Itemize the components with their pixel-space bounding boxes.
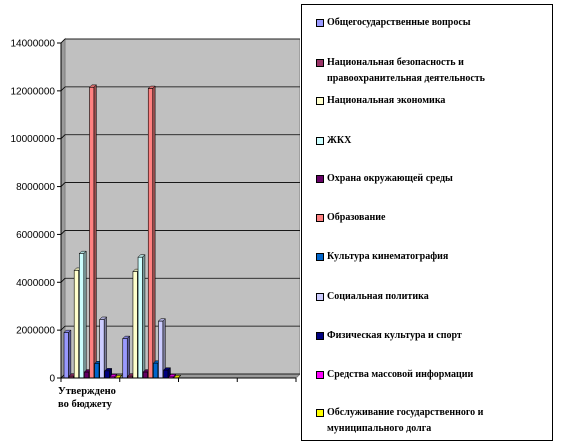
y-tick-label: 8000000 — [16, 182, 55, 193]
legend-label: Общегосударственные вопросы — [327, 17, 471, 28]
legend-label: Обслуживание государственного и муниципа… — [327, 407, 484, 434]
bar-chart: 0 2000000 4000000 6000000 8000000 10000000 120… — [11, 37, 300, 410]
plot-area — [59, 37, 300, 380]
bar — [137, 254, 146, 379]
legend-label: Культура кинематография — [327, 251, 449, 262]
bar — [88, 84, 98, 379]
y-tick-label: 12000000 — [11, 86, 56, 97]
legend-swatch — [316, 293, 324, 301]
legend-item: Обслуживание государственного и муниципа… — [316, 405, 546, 437]
legend-item: Национальная экономика — [316, 93, 546, 109]
legend-item: Национальная безопасность и правоохранит… — [316, 55, 546, 87]
y-tick-label: 4000000 — [16, 278, 55, 289]
legend-item: Охрана окружающей среды — [316, 171, 546, 187]
legend-swatch — [316, 371, 324, 379]
legend-swatch — [316, 175, 324, 183]
bar — [122, 335, 131, 379]
legend-swatch — [316, 19, 324, 27]
legend-label: Социальная политика — [327, 291, 429, 302]
y-tick-label: 14000000 — [11, 39, 56, 50]
legend-label: ЖКХ — [327, 135, 352, 146]
legend: Общегосударственные вопросы Национальная … — [301, 4, 553, 441]
bar — [147, 85, 156, 379]
legend-label: Национальная безопасность и правоохранит… — [327, 57, 485, 84]
gridline-side — [60, 134, 66, 139]
legend-label: Национальная экономика — [327, 95, 446, 106]
legend-swatch — [316, 409, 324, 417]
legend-label: Физическая культура и спорт — [327, 330, 462, 341]
legend-swatch — [316, 332, 324, 340]
legend-item: Средства массовой информации — [316, 367, 546, 383]
y-tick-label: 6000000 — [16, 230, 55, 241]
bar — [63, 329, 72, 379]
y-tick-label: 0 — [49, 374, 55, 385]
gridline-side — [60, 230, 66, 235]
axes: 0 2000000 4000000 6000000 8000000 10000000 120… — [11, 39, 297, 410]
legend-item: Образование — [316, 210, 546, 226]
gridline-side — [60, 182, 66, 187]
legend-item: Общегосударственные вопросы — [316, 15, 546, 31]
legend-item: Культура кинематография — [316, 249, 546, 265]
legend-item: Физическая культура и спорт — [316, 328, 546, 344]
legend-swatch — [316, 59, 324, 67]
legend-swatch — [316, 97, 324, 105]
y-tick-label: 2000000 — [16, 326, 55, 337]
legend-label: Охрана окружающей среды — [327, 173, 453, 184]
legend-swatch — [316, 214, 324, 222]
gridline-side — [60, 86, 66, 92]
x-category-label: Утверждено во бюджету — [58, 386, 116, 410]
legend-swatch — [316, 253, 324, 261]
legend-label: Образование — [327, 212, 386, 223]
gridline-side — [60, 278, 66, 283]
legend-swatch — [316, 137, 324, 145]
y-tick-label: 10000000 — [11, 134, 56, 145]
bar — [99, 316, 108, 379]
gridline-side — [60, 38, 66, 44]
gridline-side — [60, 325, 66, 331]
legend-item: ЖКХ — [316, 133, 546, 149]
legend-label: Средства массовой информации — [327, 369, 474, 380]
legend-item: Социальная политика — [316, 289, 546, 305]
bar — [78, 250, 87, 379]
